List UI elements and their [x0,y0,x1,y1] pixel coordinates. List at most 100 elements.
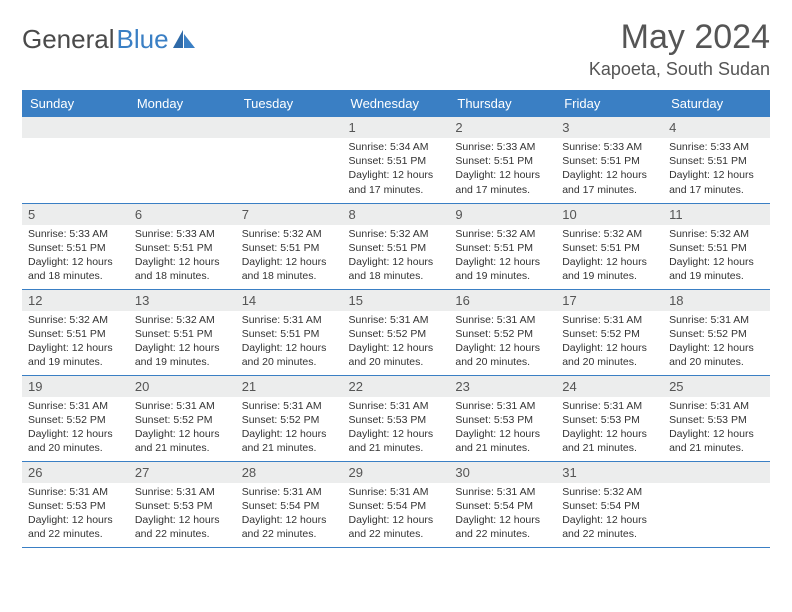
sunset-text: Sunset: 5:54 PM [562,499,657,513]
daylight-text: Daylight: 12 hours [349,255,444,269]
sunset-text: Sunset: 5:51 PM [135,241,230,255]
sunrise-text: Sunrise: 5:33 AM [455,140,550,154]
daylight-text: Daylight: 12 hours [669,427,764,441]
day-data: Sunrise: 5:31 AMSunset: 5:52 PMDaylight:… [449,311,556,374]
day-number: 26 [22,462,129,483]
sunrise-text: Sunrise: 5:31 AM [28,485,123,499]
weekday-header: Sunday [22,90,129,117]
day-number: 1 [343,117,450,138]
sunset-text: Sunset: 5:51 PM [28,327,123,341]
day-data: Sunrise: 5:31 AMSunset: 5:52 PMDaylight:… [556,311,663,374]
sunrise-text: Sunrise: 5:32 AM [562,227,657,241]
sunset-text: Sunset: 5:51 PM [562,154,657,168]
sunrise-text: Sunrise: 5:31 AM [242,313,337,327]
sunrise-text: Sunrise: 5:32 AM [28,313,123,327]
sunset-text: Sunset: 5:52 PM [28,413,123,427]
day-data: Sunrise: 5:31 AMSunset: 5:52 PMDaylight:… [22,397,129,460]
day-data: Sunrise: 5:31 AMSunset: 5:51 PMDaylight:… [236,311,343,374]
sunrise-text: Sunrise: 5:31 AM [349,399,444,413]
daylight-text: and 22 minutes. [242,527,337,541]
sunrise-text: Sunrise: 5:32 AM [669,227,764,241]
calendar-day-cell: 22Sunrise: 5:31 AMSunset: 5:53 PMDayligh… [343,375,450,461]
daylight-text: and 22 minutes. [562,527,657,541]
daylight-text: and 18 minutes. [135,269,230,283]
calendar-day-cell: 31Sunrise: 5:32 AMSunset: 5:54 PMDayligh… [556,461,663,547]
calendar-day-cell: 30Sunrise: 5:31 AMSunset: 5:54 PMDayligh… [449,461,556,547]
day-number-empty [663,462,770,483]
daylight-text: and 22 minutes. [349,527,444,541]
day-number: 12 [22,290,129,311]
day-number: 22 [343,376,450,397]
calendar-day-cell [663,461,770,547]
sunset-text: Sunset: 5:53 PM [669,413,764,427]
daylight-text: and 22 minutes. [455,527,550,541]
sunrise-text: Sunrise: 5:31 AM [669,399,764,413]
daylight-text: and 21 minutes. [669,441,764,455]
calendar-day-cell: 24Sunrise: 5:31 AMSunset: 5:53 PMDayligh… [556,375,663,461]
day-data: Sunrise: 5:32 AMSunset: 5:54 PMDaylight:… [556,483,663,546]
day-number: 7 [236,204,343,225]
sunrise-text: Sunrise: 5:31 AM [455,313,550,327]
daylight-text: and 20 minutes. [455,355,550,369]
calendar-day-cell [129,117,236,203]
daylight-text: Daylight: 12 hours [349,341,444,355]
day-number: 13 [129,290,236,311]
calendar-day-cell: 25 Sunrise: 5:31 AMSunset: 5:53 PMDayligh… [663,375,770,461]
daylight-text: Daylight: 12 hours [562,255,657,269]
calendar-day-cell: 16Sunrise: 5:31 AMSunset: 5:52 PMDayligh… [449,289,556,375]
calendar-day-cell: 12 Sunrise: 5:32 AMSunset: 5:51 PMDayligh… [22,289,129,375]
daylight-text: Daylight: 12 hours [349,513,444,527]
calendar-day-cell: 21Sunrise: 5:31 AMSunset: 5:52 PMDayligh… [236,375,343,461]
day-data-empty [236,138,343,188]
daylight-text: and 17 minutes. [669,183,764,197]
brand-name-2: Blue [117,24,169,55]
calendar-day-cell: 15Sunrise: 5:31 AMSunset: 5:52 PMDayligh… [343,289,450,375]
daylight-text: Daylight: 12 hours [28,341,123,355]
daylight-text: and 18 minutes. [28,269,123,283]
sunrise-text: Sunrise: 5:31 AM [455,399,550,413]
daylight-text: and 21 minutes. [349,441,444,455]
day-number: 28 [236,462,343,483]
day-number: 4 [663,117,770,138]
daylight-text: Daylight: 12 hours [455,255,550,269]
day-data: Sunrise: 5:32 AMSunset: 5:51 PMDaylight:… [236,225,343,288]
day-number: 6 [129,204,236,225]
calendar-day-cell: 13Sunrise: 5:32 AMSunset: 5:51 PMDayligh… [129,289,236,375]
calendar-week-row: 19Sunrise: 5:31 AMSunset: 5:52 PMDayligh… [22,375,770,461]
calendar-day-cell: 1Sunrise: 5:34 AMSunset: 5:51 PMDaylight… [343,117,450,203]
sunrise-text: Sunrise: 5:32 AM [455,227,550,241]
sunset-text: Sunset: 5:51 PM [242,327,337,341]
calendar-day-cell: 26Sunrise: 5:31 AMSunset: 5:53 PMDayligh… [22,461,129,547]
daylight-text: Daylight: 12 hours [562,341,657,355]
daylight-text: and 20 minutes. [242,355,337,369]
calendar-week-row: 5Sunrise: 5:33 AMSunset: 5:51 PMDaylight… [22,203,770,289]
calendar-day-cell: 18Sunrise: 5:31 AMSunset: 5:52 PMDayligh… [663,289,770,375]
calendar-week-row: 12Sunrise: 5:32 AMSunset: 5:51 PMDayligh… [22,289,770,375]
day-data: Sunrise: 5:34 AMSunset: 5:51 PMDaylight:… [343,138,450,201]
day-data: Sunrise: 5:31 AMSunset: 5:54 PMDaylight:… [236,483,343,546]
daylight-text: Daylight: 12 hours [242,255,337,269]
daylight-text: Daylight: 12 hours [562,168,657,182]
calendar-day-cell: 19Sunrise: 5:31 AMSunset: 5:52 PMDayligh… [22,375,129,461]
day-number: 3 [556,117,663,138]
day-data: Sunrise: 5:32 AMSunset: 5:51 PMDaylight:… [663,225,770,288]
day-number: 25 [663,376,770,397]
calendar-day-cell: 3Sunrise: 5:33 AMSunset: 5:51 PMDaylight… [556,117,663,203]
daylight-text: and 17 minutes. [349,183,444,197]
day-number: 8 [343,204,450,225]
day-number: 11 [663,204,770,225]
sunset-text: Sunset: 5:52 PM [242,413,337,427]
day-number-empty [22,117,129,138]
daylight-text: and 19 minutes. [669,269,764,283]
day-number: 29 [343,462,450,483]
calendar-day-cell: 8Sunrise: 5:32 AMSunset: 5:51 PMDaylight… [343,203,450,289]
sunrise-text: Sunrise: 5:31 AM [242,485,337,499]
day-data: Sunrise: 5:32 AMSunset: 5:51 PMDaylight:… [343,225,450,288]
day-number: 19 [22,376,129,397]
sunrise-text: Sunrise: 5:33 AM [135,227,230,241]
daylight-text: Daylight: 12 hours [242,427,337,441]
sunset-text: Sunset: 5:52 PM [669,327,764,341]
daylight-text: Daylight: 12 hours [455,513,550,527]
sail-icon [173,30,197,50]
calendar-day-cell: 9Sunrise: 5:32 AMSunset: 5:51 PMDaylight… [449,203,556,289]
